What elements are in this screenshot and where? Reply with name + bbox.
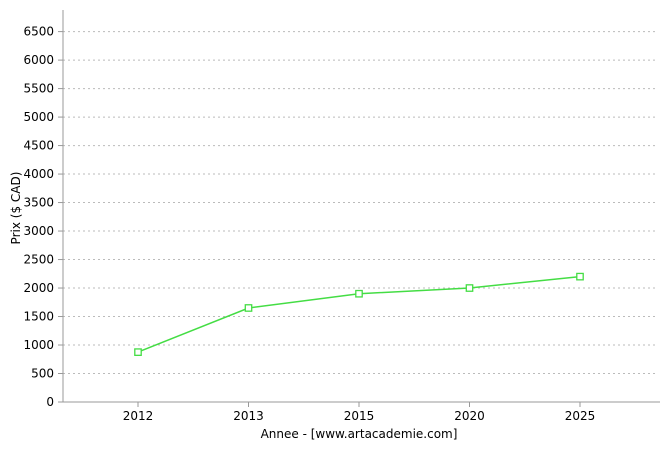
y-tick-label: 0	[46, 395, 54, 409]
y-tick-label: 5500	[23, 82, 54, 96]
y-tick-label: 3500	[23, 196, 54, 210]
x-tick-label: 2013	[233, 409, 264, 423]
y-axis-label: Prix ($ CAD)	[9, 171, 23, 245]
y-tick-label: 6000	[23, 53, 54, 67]
x-tick-label: 2020	[454, 409, 485, 423]
x-axis-label: Annee - [www.artacademie.com]	[260, 427, 458, 441]
x-tick-label: 2012	[123, 409, 154, 423]
data-point-marker	[465, 284, 474, 292]
y-tick-label: 2000	[23, 281, 54, 295]
data-point-marker	[576, 272, 584, 281]
data-point-marker	[355, 289, 363, 298]
y-tick-label: 2500	[23, 253, 54, 267]
y-tick-label: 6500	[23, 25, 54, 39]
y-tick-label: 4500	[23, 139, 54, 153]
x-tick-label: 2025	[565, 409, 596, 423]
y-tick-label: 1500	[23, 310, 54, 324]
y-tick-label: 4000	[23, 167, 54, 181]
y-tick-label: 500	[31, 367, 54, 381]
y-tick-label: 1000	[23, 338, 54, 352]
y-tick-label: 3000	[23, 224, 54, 238]
data-point-marker	[244, 304, 253, 312]
x-tick-label: 2015	[344, 409, 375, 423]
y-tick-label: 5000	[23, 110, 54, 124]
data-point-marker	[134, 348, 142, 356]
